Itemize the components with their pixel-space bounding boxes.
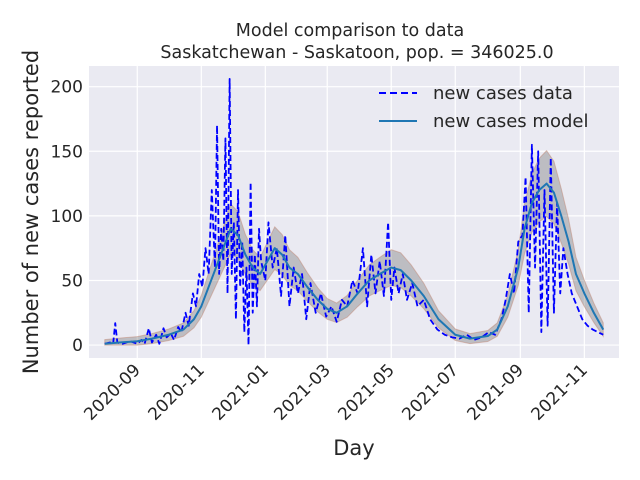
- series-layer: [104, 78, 605, 346]
- y-tick-label: 150: [51, 142, 83, 162]
- x-tick-label: 2020-11: [144, 360, 208, 424]
- chart-title: Model comparison to data: [236, 21, 464, 41]
- x-tick-label: 2021-05: [334, 360, 398, 424]
- y-tick-label: 50: [61, 271, 83, 291]
- y-tick-label: 0: [72, 336, 83, 356]
- chart-subtitle: Saskatchewan - Saskatoon, pop. = 346025.…: [160, 43, 553, 63]
- x-tick-label: 2021-09: [464, 360, 528, 424]
- legend-label-data: new cases data: [433, 83, 573, 104]
- y-tick-label: 100: [51, 207, 83, 227]
- x-tick-label: 2021-01: [208, 360, 272, 424]
- x-tick-label: 2020-09: [80, 360, 144, 424]
- gridlines: [89, 66, 619, 358]
- legend: new cases data new cases model: [379, 83, 588, 132]
- legend-label-model: new cases model: [433, 111, 588, 132]
- model-ensemble-band: [104, 149, 604, 346]
- model-ensemble-band-shape: [104, 149, 604, 346]
- y-axis-label: Number of new cases reported: [19, 50, 43, 374]
- x-tick-label: 2021-11: [528, 360, 592, 424]
- y-tick-label: 200: [51, 78, 83, 98]
- series-line-new-cases-model: [104, 182, 605, 345]
- y-tick-labels: 0 50 100 150 200: [51, 78, 83, 356]
- x-tick-label: 2021-07: [398, 360, 462, 424]
- series-line-new-cases-data: [104, 78, 604, 346]
- x-axis-label: Day: [333, 436, 374, 460]
- x-tick-label: 2021-03: [270, 360, 334, 424]
